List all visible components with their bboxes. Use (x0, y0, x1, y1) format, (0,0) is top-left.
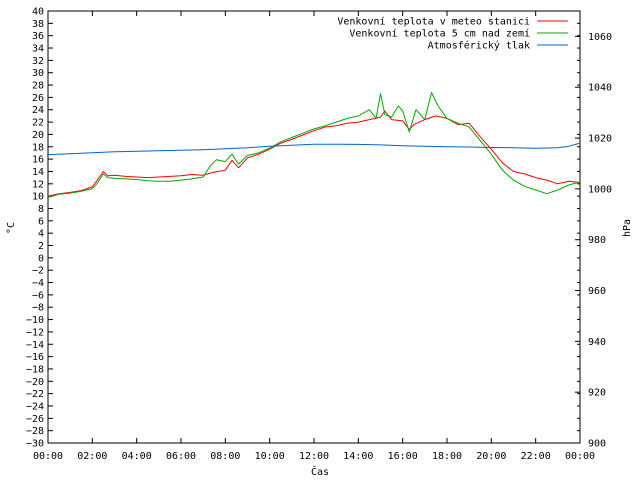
y-axis-right-label: hPa (622, 219, 633, 237)
y-right-tick-label: 1020 (588, 134, 612, 145)
y-left-tick-label: −24 (26, 401, 44, 412)
y-left-tick-label: −14 (26, 340, 44, 351)
y-left-tick-label: −26 (26, 414, 44, 425)
y-left-tick-label: −20 (26, 377, 44, 388)
x-tick-label: 20:00 (476, 451, 506, 462)
x-tick-label: 14:00 (343, 451, 373, 462)
y-left-tick-label: 6 (38, 216, 44, 227)
y-left-tick-label: 8 (38, 204, 44, 215)
x-tick-label: 00:00 (33, 451, 63, 462)
y-axis-left: −30−28−26−24−22−20−18−16−14−12−10−8−6−4−… (26, 7, 580, 450)
legend-label-3: Atmosférický tlak (428, 40, 530, 52)
series-line-2 (47, 92, 581, 198)
plot-frame (47, 10, 581, 444)
y-right-tick-label: 920 (588, 388, 606, 399)
y-left-tick-label: 4 (38, 229, 44, 240)
y-left-tick-label: −2 (32, 266, 44, 277)
x-tick-label: 18:00 (432, 451, 462, 462)
legend: Venkovní teplota v meteo staniciVenkovní… (337, 16, 568, 52)
y-left-tick-label: 36 (32, 31, 44, 42)
x-axis: 00:00 02:00 04:00 06:00 08:00 10:00 12:00 14:00… (33, 11, 595, 462)
y-left-tick-label: 2 (38, 241, 44, 252)
x-tick-label: 02:00 (77, 451, 107, 462)
y-left-tick-label: −10 (26, 315, 44, 326)
y-left-tick-label: −28 (26, 426, 44, 437)
y-left-tick-label: −6 (32, 290, 44, 301)
y-left-tick-label: 38 (32, 19, 44, 30)
y-left-tick-label: 10 (32, 192, 44, 203)
x-tick-label: 06:00 (166, 451, 196, 462)
y-left-tick-label: 14 (32, 167, 44, 178)
y-left-tick-label: 12 (32, 179, 44, 190)
y-right-tick-label: 940 (588, 337, 606, 348)
series-line-1 (47, 110, 581, 197)
x-tick-label: 04:00 (122, 451, 152, 462)
y-left-tick-label: −4 (32, 278, 44, 289)
series-layer (47, 92, 581, 198)
y-right-tick-label: 960 (588, 286, 606, 297)
y-left-tick-label: 26 (32, 93, 44, 104)
x-tick-label: 08:00 (210, 451, 240, 462)
y-left-tick-label: −18 (26, 364, 44, 375)
legend-label-1: Venkovní teplota v meteo stanici (337, 16, 530, 28)
y-left-tick-label: 32 (32, 56, 44, 67)
y-right-tick-label: 1040 (588, 83, 612, 94)
y-left-tick-label: −12 (26, 327, 44, 338)
y-left-tick-label: 16 (32, 155, 44, 166)
y-left-tick-label: 0 (38, 253, 44, 264)
x-tick-label: 22:00 (521, 451, 551, 462)
y-axis-right: 900 920 940 960 980 1000 1020 1040 1060 (575, 32, 612, 450)
y-axis-left-label: °C (6, 222, 17, 234)
y-left-tick-label: 24 (32, 105, 44, 116)
y-right-tick-label: 900 (588, 439, 606, 450)
y-left-tick-label: −22 (26, 389, 44, 400)
legend-label-2: Venkovní teplota 5 cm nad zemí (349, 28, 530, 40)
y-right-tick-label: 980 (588, 235, 606, 246)
x-tick-label: 16:00 (388, 451, 418, 462)
x-tick-label: 12:00 (299, 451, 329, 462)
y-left-tick-label: 18 (32, 142, 44, 153)
y-left-tick-label: −30 (26, 439, 44, 450)
y-left-tick-label: −16 (26, 352, 44, 363)
y-left-tick-label: 20 (32, 130, 44, 141)
x-tick-label: 00:00 (565, 451, 595, 462)
y-left-tick-label: 30 (32, 68, 44, 79)
y-right-tick-label: 1000 (588, 184, 612, 195)
y-left-tick-label: 22 (32, 118, 44, 129)
x-axis-label: Čas (311, 465, 329, 478)
series-line-3 (47, 142, 581, 156)
y-left-tick-label: 40 (32, 7, 44, 18)
x-tick-label: 10:00 (255, 451, 285, 462)
y-left-tick-label: 34 (32, 44, 44, 55)
y-right-tick-label: 1060 (588, 32, 612, 43)
y-left-tick-label: 28 (32, 81, 44, 92)
y-left-tick-label: −8 (32, 303, 44, 314)
